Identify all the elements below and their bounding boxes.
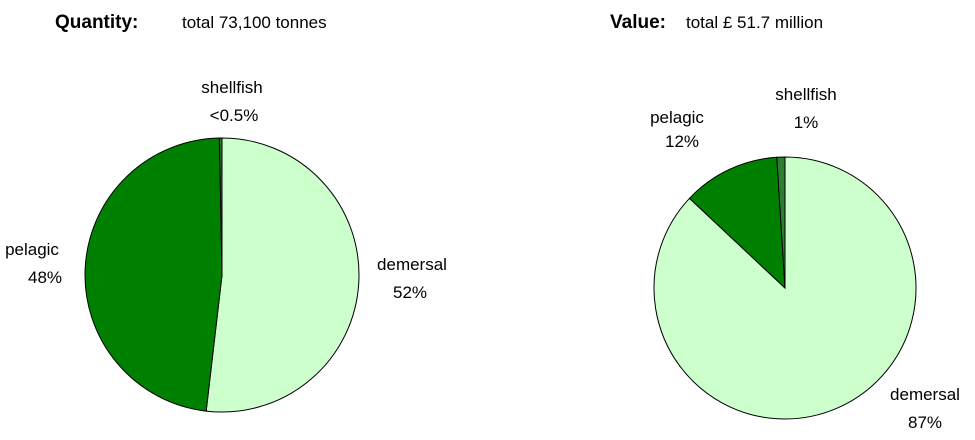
pie-slice <box>688 156 786 290</box>
chart-subtitle: total 73,100 tonnes <box>182 13 327 32</box>
slice-label: demersal <box>377 255 447 274</box>
slice-label: shellfish <box>201 78 262 97</box>
slice-label: pelagic <box>5 240 59 259</box>
pie-slice <box>205 137 360 413</box>
pie-slice <box>776 156 786 289</box>
slice-value-label: 1% <box>794 113 819 132</box>
chart-title: Value: <box>610 12 666 33</box>
slice-label: pelagic <box>650 108 704 127</box>
slice-label: demersal <box>890 385 960 404</box>
slice-value-label: 87% <box>908 413 942 432</box>
slice-value-label: 48% <box>28 268 62 287</box>
chart-subtitle: total £ 51.7 million <box>686 13 823 32</box>
slice-value-label: 12% <box>665 132 699 151</box>
pie-slice <box>84 137 223 412</box>
pie-slice <box>218 137 223 276</box>
slice-value-label: <0.5% <box>210 106 259 125</box>
chart-title: Quantity: <box>55 12 138 33</box>
slice-label: shellfish <box>775 85 836 104</box>
slice-value-label: 52% <box>393 283 427 302</box>
